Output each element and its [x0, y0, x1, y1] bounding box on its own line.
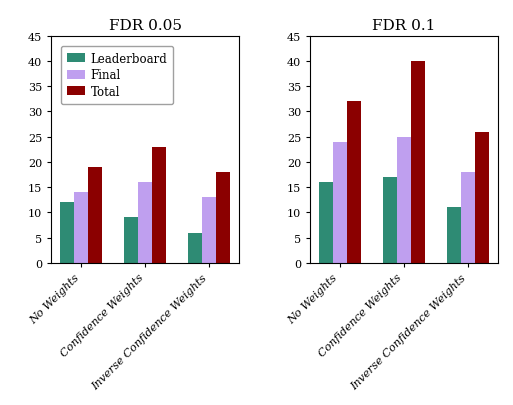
- Bar: [461, 173, 475, 263]
- Bar: [397, 137, 411, 263]
- Bar: [347, 102, 361, 263]
- Bar: [447, 208, 461, 263]
- Legend: Leaderboard, Final, Total: Leaderboard, Final, Total: [61, 47, 173, 104]
- Bar: [475, 132, 489, 263]
- Bar: [188, 233, 202, 263]
- Bar: [88, 168, 102, 263]
- Bar: [124, 218, 138, 263]
- Title: FDR 0.05: FDR 0.05: [109, 19, 182, 32]
- Bar: [152, 147, 166, 263]
- Bar: [383, 177, 397, 263]
- Title: FDR 0.1: FDR 0.1: [372, 19, 436, 32]
- Bar: [202, 198, 216, 263]
- Bar: [216, 173, 230, 263]
- Bar: [60, 203, 74, 263]
- Bar: [333, 142, 347, 263]
- Bar: [411, 62, 425, 263]
- Bar: [138, 183, 152, 263]
- Bar: [74, 193, 88, 263]
- Bar: [319, 183, 333, 263]
